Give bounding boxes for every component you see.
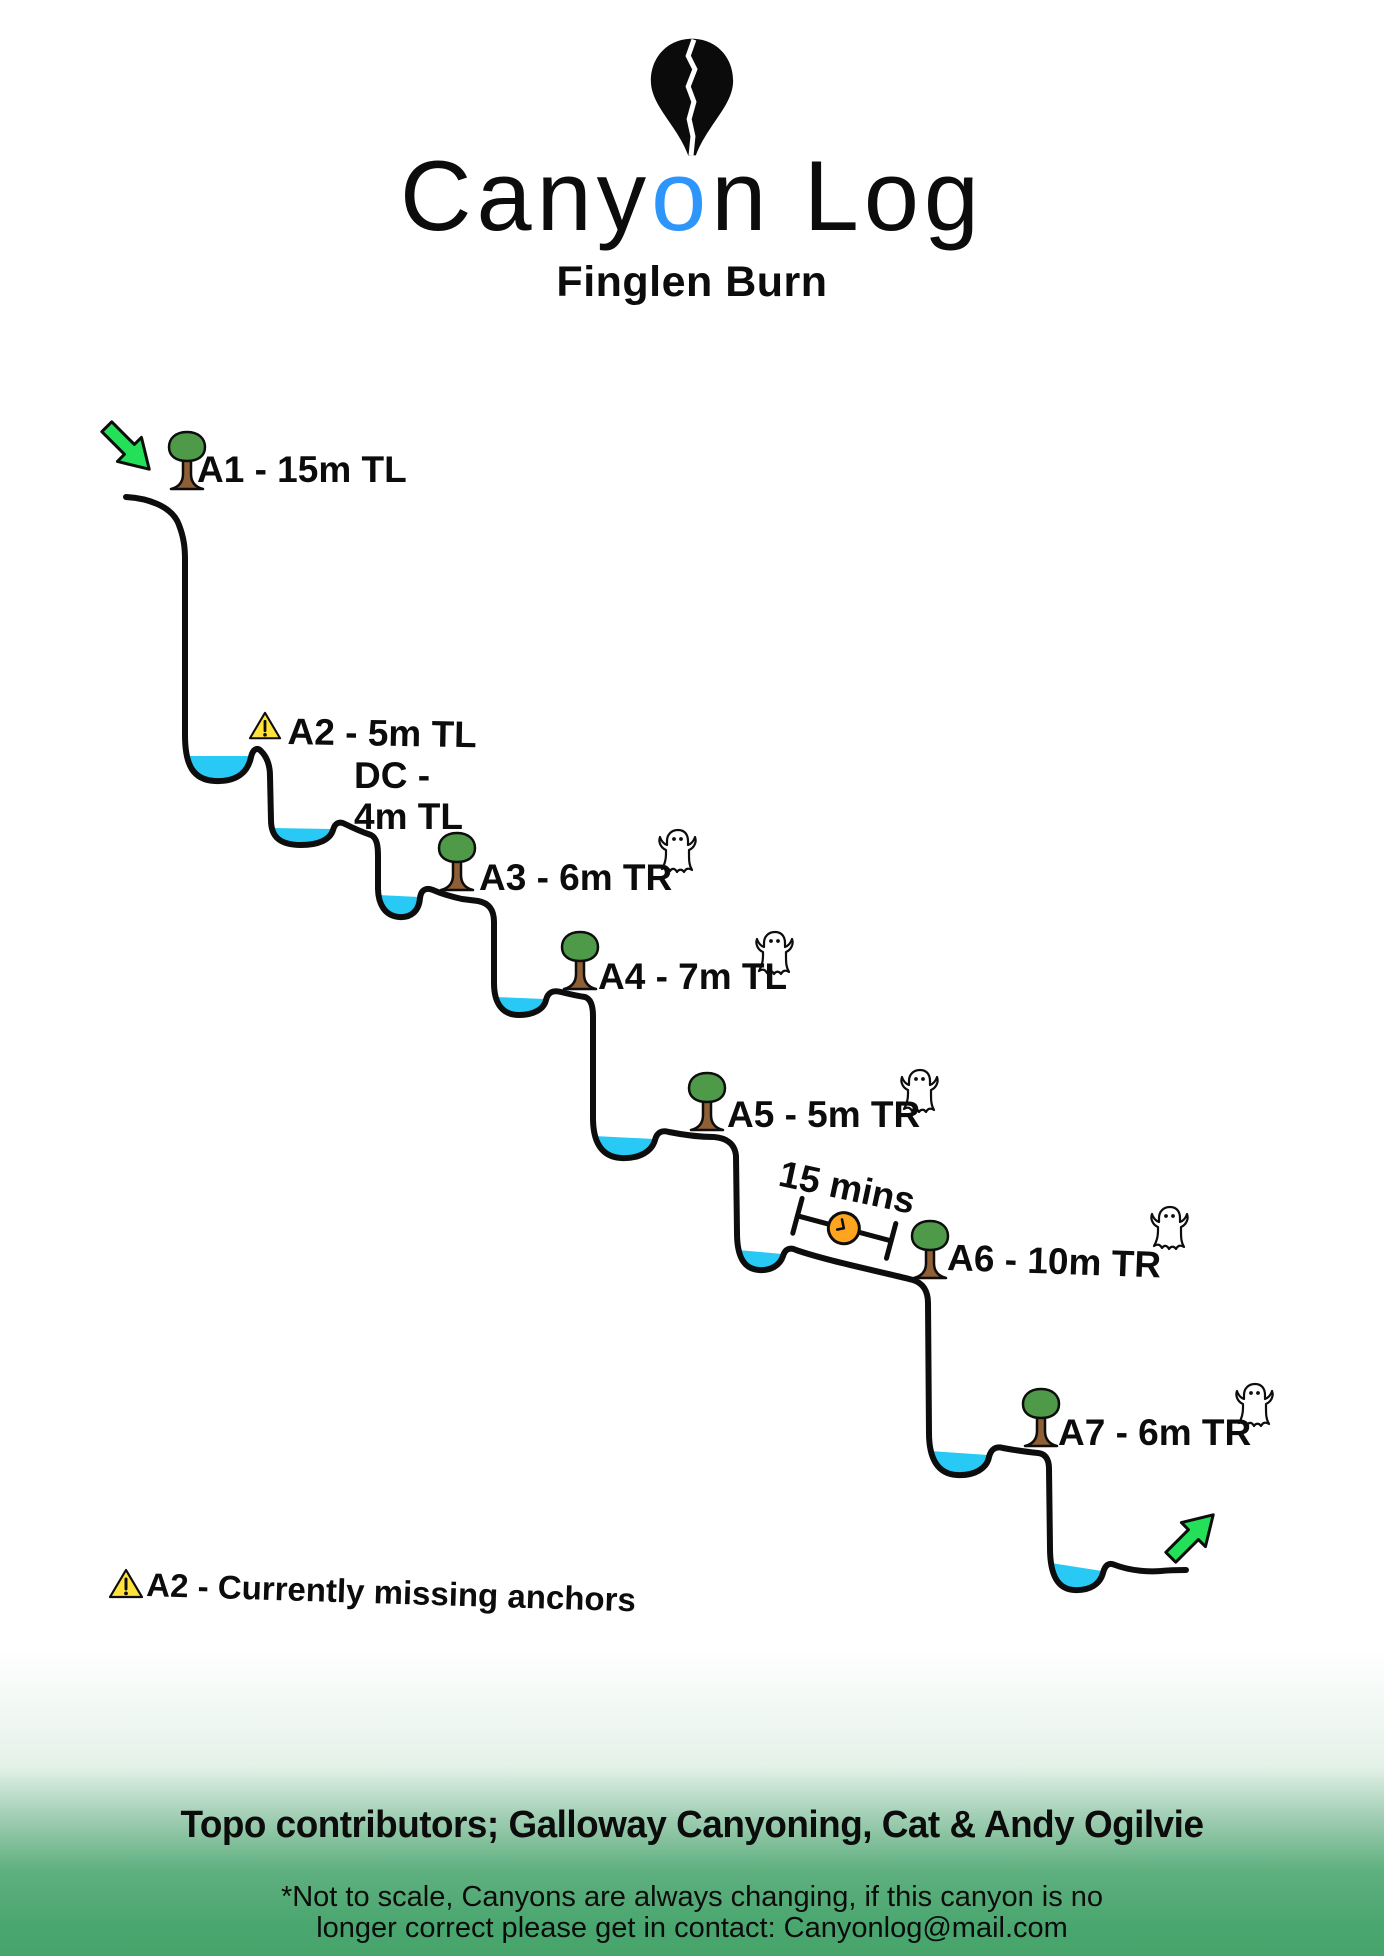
anchor-label-a4: A4 - 7m TL (598, 956, 788, 997)
downclimb-line1: DC - (354, 755, 431, 796)
footer-gradient (0, 1650, 1384, 1956)
brand-blue-o: o (651, 140, 712, 251)
brand-pin-icon (650, 38, 734, 156)
disclaimer-line2: longer correct please get in contact: Ca… (316, 1912, 1068, 1944)
downclimb-line2: 4m TL (354, 796, 463, 837)
tree-icon-a7 (1021, 1387, 1061, 1448)
pin-crack (685, 38, 698, 156)
disclaimer-line1: *Not to scale, Canyons are always changi… (280, 1881, 1104, 1913)
tree-icon-a3 (437, 831, 477, 892)
brand-part: Cany (400, 140, 652, 251)
canyon-name: Finglen Burn (556, 258, 828, 306)
warning-icon-note (108, 1568, 144, 1599)
entry-arrow-icon (93, 413, 163, 483)
warning-icon-a2 (248, 711, 282, 740)
downclimb-label: DC - 4m TL (354, 755, 463, 837)
disclaimer-text: *Not to scale, Canyons are always changi… (0, 1882, 1384, 1944)
anchor-label-a5: A5 - 5m TR (727, 1094, 921, 1135)
brand-part: n Log (711, 140, 984, 251)
tree-icon-a5 (687, 1071, 727, 1132)
tree-icon-a6 (910, 1219, 950, 1280)
exit-arrow-icon (1157, 1501, 1227, 1571)
contributors-line: Topo contributors; Galloway Canyoning, C… (180, 1804, 1204, 1846)
clock-icon (826, 1211, 861, 1246)
anchor-label-a1: A1 - 15m TL (197, 449, 407, 490)
anchor-label-a3: A3 - 6m TR (479, 857, 673, 898)
brand-title: Canyon Log (0, 146, 1384, 245)
anchor-label-a2: A2 - 5m TL (287, 711, 478, 756)
anchor-label-a6: A6 - 10m TR (946, 1237, 1162, 1286)
clock-hands (835, 1218, 846, 1231)
tree-icon-a4 (560, 930, 600, 991)
bracket-tick (883, 1221, 899, 1261)
canyon-profile-line (123, 494, 1189, 1594)
walk-time-bracket (790, 1195, 899, 1261)
anchor-label-a7: A7 - 6m TR (1058, 1412, 1252, 1453)
